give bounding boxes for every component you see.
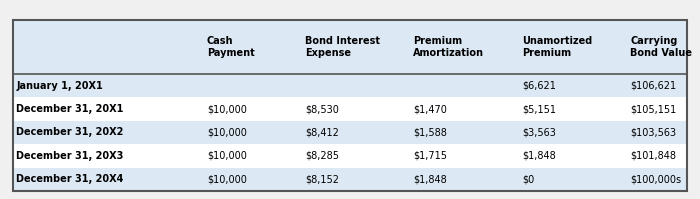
Text: $103,563: $103,563: [631, 127, 676, 138]
Text: $6,621: $6,621: [522, 81, 556, 91]
Text: $1,848: $1,848: [522, 151, 556, 161]
Text: $10,000: $10,000: [207, 127, 246, 138]
Text: January 1, 20X1: January 1, 20X1: [16, 81, 103, 91]
Text: $8,412: $8,412: [305, 127, 339, 138]
Text: December 31, 20X4: December 31, 20X4: [16, 174, 123, 184]
Text: $8,285: $8,285: [305, 151, 339, 161]
Text: $10,000: $10,000: [207, 174, 246, 184]
Text: $1,470: $1,470: [413, 104, 447, 114]
Text: $101,848: $101,848: [631, 151, 676, 161]
Text: $10,000: $10,000: [207, 104, 246, 114]
Text: $0: $0: [522, 174, 534, 184]
Text: Cash
Payment: Cash Payment: [207, 36, 255, 58]
Text: $1,715: $1,715: [413, 151, 447, 161]
Bar: [13, 121, 687, 144]
Bar: [13, 20, 687, 191]
Bar: [13, 144, 687, 168]
Text: December 31, 20X1: December 31, 20X1: [16, 104, 123, 114]
Text: $8,152: $8,152: [305, 174, 339, 184]
Text: $3,563: $3,563: [522, 127, 556, 138]
Text: Bond Interest
Expense: Bond Interest Expense: [305, 36, 380, 58]
Text: $105,151: $105,151: [631, 104, 677, 114]
Bar: [13, 20, 687, 74]
Bar: [13, 168, 687, 191]
Text: December 31, 20X2: December 31, 20X2: [16, 127, 123, 138]
Text: December 31, 20X3: December 31, 20X3: [16, 151, 123, 161]
Text: $1,588: $1,588: [413, 127, 447, 138]
Bar: [13, 74, 687, 97]
Bar: [13, 20, 687, 191]
Bar: [13, 97, 687, 121]
Text: Unamortized
Premium: Unamortized Premium: [522, 36, 592, 58]
Text: $8,530: $8,530: [305, 104, 339, 114]
Text: $106,621: $106,621: [631, 81, 676, 91]
Text: Carrying
Bond Value: Carrying Bond Value: [631, 36, 692, 58]
Text: $5,151: $5,151: [522, 104, 556, 114]
Text: Premium
Amortization: Premium Amortization: [413, 36, 484, 58]
Text: $100,000s: $100,000s: [631, 174, 682, 184]
Text: $1,848: $1,848: [413, 174, 447, 184]
Text: $10,000: $10,000: [207, 151, 246, 161]
